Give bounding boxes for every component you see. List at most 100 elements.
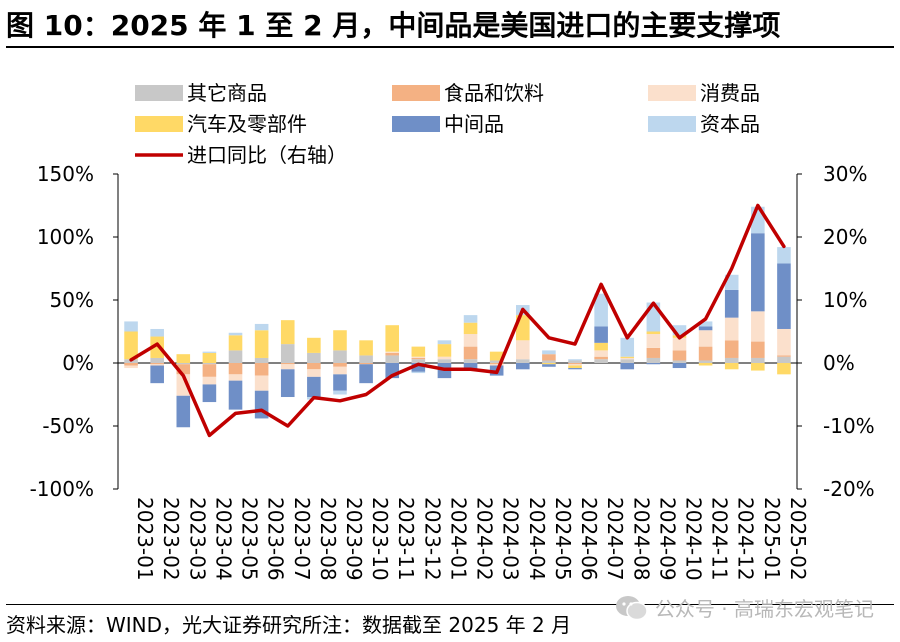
x-tick-label: 2024-06 [577, 497, 601, 581]
left-tick-label: -50% [42, 414, 94, 438]
bar-0-2023-10 [359, 355, 373, 363]
bar-2-2023-07 [280, 364, 295, 370]
bar-2-2024-10 [672, 337, 687, 351]
bar-1-2023-03 [176, 364, 191, 375]
bar-2-2023-05 [228, 374, 243, 381]
bar-4-2024-11 [698, 326, 713, 331]
bar-3-2024-11 [698, 363, 713, 366]
bar-5-2024-05 [542, 350, 556, 355]
bar-3-2023-10 [359, 340, 373, 356]
legend-swatch [648, 85, 696, 101]
x-tick-label: 2024-04 [525, 497, 549, 581]
bar-2-2023-04 [202, 376, 217, 385]
right-tick-label: 20% [823, 225, 867, 249]
bar-4-2024-06 [568, 368, 582, 370]
bar-2-2023-09 [333, 366, 347, 375]
watermark: 公众号 · 高瑞东宏观笔记 [615, 593, 874, 622]
bar-2-2024-12 [724, 317, 739, 341]
legend-label: 汽车及零部件 [187, 112, 307, 136]
x-tick-label: 2023-05 [238, 497, 262, 581]
bar-2-2025-01 [751, 311, 765, 342]
bar-3-2024-08 [620, 356, 635, 358]
bar-0-2023-05 [228, 350, 243, 363]
bar-1-2023-05 [228, 363, 243, 375]
bar-0-2023-11 [385, 355, 400, 363]
bar-3-2023-12 [411, 346, 426, 357]
bar-1-2024-12 [724, 340, 739, 358]
bar-1-2023-04 [202, 364, 217, 377]
x-tick-label: 2023-11 [394, 497, 418, 581]
source-divider [6, 604, 894, 605]
bar-4-2023-04 [202, 384, 217, 403]
x-tick-label: 2024-03 [499, 497, 523, 581]
bar-3-2023-11 [385, 325, 400, 352]
bar-4-2023-05 [228, 380, 243, 410]
bar-3-2024-03 [489, 351, 504, 361]
import-yoy-line [129, 203, 786, 438]
x-tick-label: 2024-12 [734, 497, 758, 581]
bar-3-2024-09 [646, 331, 661, 335]
bar-2-2025-02 [777, 328, 791, 356]
bar-4-2025-02 [777, 263, 791, 329]
bar-2-2024-06 [568, 364, 582, 366]
bar-1-2023-11 [385, 352, 400, 356]
right-tick-label: 30% [823, 162, 867, 186]
bar-1-2024-03 [489, 363, 504, 365]
bar-2-2023-08 [307, 369, 321, 377]
bar-0-2024-09 [646, 357, 661, 363]
bar-1-2023-06 [254, 363, 269, 376]
bar-3-2024-07 [594, 342, 608, 351]
x-tick-label: 2024-05 [551, 497, 575, 581]
x-tick-label: 2024-11 [708, 497, 732, 581]
bar-0-2024-06 [568, 360, 582, 363]
bar-5-2024-07 [594, 293, 608, 327]
bar-0-2023-07 [280, 344, 295, 363]
bar-0-2023-04 [202, 363, 217, 365]
legend-label: 消费品 [700, 81, 760, 105]
x-tick-label: 2023-07 [290, 497, 314, 581]
bar-1-2023-10 [359, 363, 373, 365]
bar-1-2025-02 [777, 355, 791, 357]
page-title: 图 10：2025 年 1 至 2 月，中间品是美国进口的主要支撑项 [6, 9, 781, 42]
legend-label: 食品和饮料 [444, 81, 544, 105]
x-tick-label: 2023-01 [133, 497, 157, 581]
bar-5-2023-09 [333, 390, 347, 395]
x-tick-label: 2023-04 [211, 497, 235, 581]
bar-4-2024-08 [620, 363, 635, 370]
bar-0-2023-12 [411, 359, 426, 363]
bar-1-2023-02 [150, 363, 164, 365]
left-tick-label: 0% [62, 351, 94, 375]
bar-5-2023-01 [124, 321, 138, 332]
bar-1-2024-11 [698, 346, 713, 361]
x-tick-label: 2024-07 [603, 497, 627, 581]
bar-2-2024-08 [620, 357, 635, 360]
bar-5-2023-02 [150, 328, 164, 337]
bar-5-2024-08 [620, 337, 635, 357]
bar-5-2023-05 [228, 332, 243, 336]
bar-0-2024-05 [542, 360, 556, 363]
axes: -100% -50% 0% 50% 100% 150% -20% -10% 0% 10% 20% 30… [30, 162, 875, 501]
right-tick-label: -10% [823, 414, 875, 438]
bar-4-2023-03 [176, 395, 191, 428]
bar-0-2024-03 [489, 360, 504, 363]
x-tick-label: 2025-02 [786, 497, 810, 581]
bar-5-2025-02 [777, 247, 791, 264]
bar-0-2025-02 [777, 356, 791, 363]
bar-1-2024-09 [646, 347, 661, 358]
wechat-icon [615, 595, 648, 620]
bar-3-2023-05 [228, 335, 243, 351]
bar-1-2023-09 [333, 363, 347, 367]
bar-0-2024-08 [620, 359, 635, 363]
bar-2-2023-01 [124, 365, 138, 369]
bar-4-2024-09 [646, 363, 661, 365]
bar-0-2024-02 [463, 359, 478, 363]
bar-3-2024-02 [463, 322, 478, 335]
left-tick-label: 150% [37, 162, 94, 186]
bar-3-2023-02 [150, 336, 164, 358]
legend-label: 其它商品 [187, 81, 267, 105]
bar-5-2024-10 [672, 325, 687, 336]
bar-0-2024-07 [594, 359, 608, 363]
bar-2-2024-01 [437, 356, 452, 360]
bar-2-2023-11 [385, 351, 400, 353]
